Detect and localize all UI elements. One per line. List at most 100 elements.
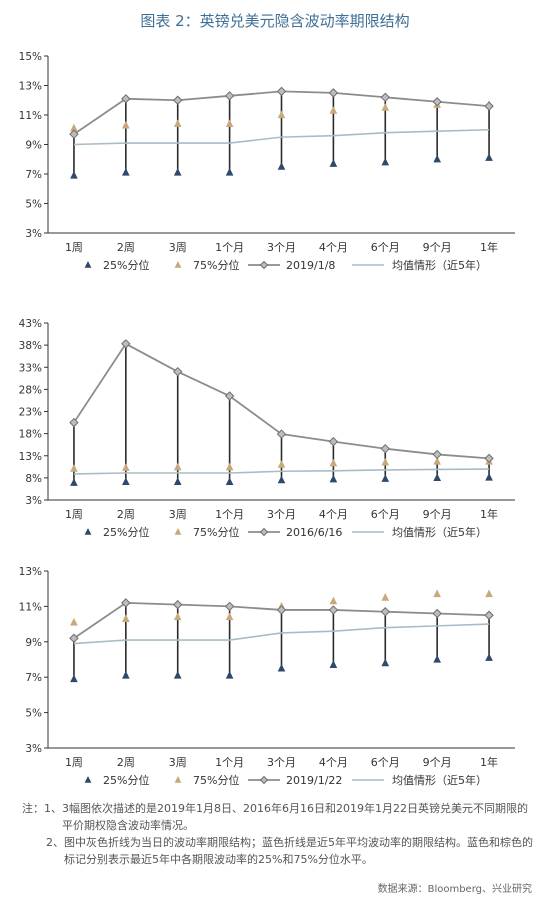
current-marker [380, 443, 390, 454]
current-marker [121, 94, 131, 104]
p25-marker [225, 168, 234, 176]
x-tick-label: 1年 [480, 240, 498, 254]
legend-avg-label: 均值情形（近5年） [392, 525, 487, 539]
x-tick-label: 9个月 [423, 241, 452, 254]
x-tick-label: 6个月 [371, 241, 400, 254]
p25-marker [277, 663, 286, 672]
x-tick-label: 4个月 [319, 508, 348, 521]
x-tick-label: 1个月 [215, 756, 244, 769]
note-1: 注： 1、 3幅图依次描述的是2019年1月8日、2016年6月16日和2019… [22, 800, 534, 834]
current-marker [173, 366, 183, 377]
y-tick-label: 7% [25, 672, 42, 684]
current-marker [432, 449, 442, 460]
p75-marker [70, 123, 78, 132]
p25-marker [485, 653, 493, 661]
p75-marker [122, 120, 130, 129]
legend-p75-label: 75%分位 [193, 258, 239, 272]
legend-p75-swatch [174, 528, 182, 535]
source: 数据来源：Bloomberg、兴业研究 [377, 884, 532, 895]
y-tick-label: 11% [19, 110, 42, 122]
p75-marker [225, 119, 234, 127]
legend-current-swatch [259, 527, 269, 537]
note-2-num: 2、 [46, 836, 64, 849]
legend-current-swatch [259, 260, 269, 270]
x-tick-label: 3周 [169, 508, 187, 521]
legend: 25%分位 75%分位 2016/6/16 均值情形（近5年） [84, 525, 487, 539]
legend-p75-swatch [174, 261, 182, 268]
y-tick-label: 28% [19, 384, 42, 396]
p25-marker [70, 478, 78, 486]
current-marker [276, 605, 287, 615]
current-marker [69, 129, 79, 139]
x-tick-label: 3个月 [267, 508, 296, 521]
y-tick-label: 38% [19, 340, 42, 352]
p75-marker [329, 458, 338, 467]
note-1-text: 3幅图依次描述的是2019年1月8日、2016年6月16日和2019年1月22日… [62, 802, 528, 832]
chart-1: 3% 5% 7% 9% 11% 13% 15% 1周 2周 3周 1个月 3个月 4个月 6个月 9个月 1年… [0, 38, 550, 278]
p75-marker [433, 589, 441, 598]
p75-marker [70, 464, 78, 472]
p75-marker [70, 617, 78, 626]
p75-marker [173, 462, 182, 471]
chart-3: 3% 5% 7% 9% 11% 13% 1周 2周 3周 1个月 3个月 4个月 6个月 9个月 1年 25%… [0, 553, 550, 793]
x-tick-label: 1周 [65, 241, 83, 254]
note-2-text: 图中灰色折线为当日的波动率期限结构；蓝色折线是近5年平均波动率的期限结构。蓝色和… [64, 836, 533, 866]
p25-marker [122, 477, 130, 486]
x-tick-label: 1个月 [215, 508, 244, 521]
y-tick-label: 3% [25, 743, 42, 755]
legend-p25-label: 25%分位 [103, 525, 149, 539]
current-marker [121, 339, 131, 349]
y-tick-label: 33% [19, 362, 42, 374]
y-tick-label: 11% [19, 601, 42, 613]
x-tick-label: 4个月 [319, 241, 348, 254]
p75-marker [381, 593, 390, 601]
y-tick-label: 43% [19, 318, 42, 330]
p25-marker [485, 153, 493, 161]
p75-marker [381, 457, 390, 466]
p25-marker [277, 475, 286, 484]
current-marker [432, 97, 442, 107]
p25-marker [70, 674, 78, 683]
p25-marker [70, 170, 78, 179]
current-marker [173, 95, 183, 105]
current-marker [484, 610, 494, 620]
y-tick-label: 3% [25, 228, 42, 240]
legend-p25-swatch [84, 776, 92, 783]
legend-current-swatch [259, 775, 269, 785]
chart-2: 3% 8% 13% 18% 23% 28% 33% 38% 43% 1周 2周 3周 1个月 3个月 4个月… [0, 305, 550, 545]
avg-series-line [73, 623, 490, 645]
chart-1-svg: 3% 5% 7% 9% 11% 13% 15% 1周 2周 3周 1个月 3个月 4个月 6个月 9个月 1年… [19, 51, 515, 272]
current-marker [121, 598, 131, 608]
legend-p25-label: 25%分位 [103, 773, 149, 787]
note-1-num: 1、 [44, 802, 62, 815]
p75-marker [277, 460, 286, 468]
p75-marker [485, 589, 493, 598]
x-tick-label: 1周 [65, 508, 83, 521]
legend-current-label: 2019/1/8 [286, 259, 335, 272]
legend-p75-label: 75%分位 [193, 525, 239, 539]
p75-marker [225, 612, 234, 621]
p25-marker [381, 157, 390, 166]
current-marker [276, 429, 287, 439]
y-tick-label: 15% [19, 51, 42, 63]
legend-p25-label: 25%分位 [103, 258, 149, 272]
p75-marker [225, 462, 234, 471]
p75-marker [173, 119, 182, 127]
p25-marker [122, 670, 130, 679]
notes-prefix: 注： [22, 802, 44, 815]
x-tick-label: 2周 [117, 508, 135, 521]
p25-marker [433, 473, 441, 482]
current-marker [380, 607, 390, 617]
p25-marker [329, 159, 338, 167]
x-tick-label: 2周 [117, 241, 135, 254]
legend: 25%分位 75%分位 2019/1/22 均值情形（近5年） [84, 773, 487, 787]
p25-marker [433, 154, 441, 163]
note-2: 2、 图中灰色折线为当日的波动率期限结构；蓝色折线是近5年平均波动率的期限结构。… [22, 834, 534, 868]
notes: 注： 1、 3幅图依次描述的是2019年1月8日、2016年6月16日和2019… [22, 800, 534, 868]
avg-series-line [73, 128, 490, 146]
y-tick-label: 8% [25, 473, 42, 485]
p25-marker [381, 474, 390, 482]
p25-marker [173, 670, 182, 679]
p25-marker [173, 477, 182, 486]
x-tick-label: 9个月 [423, 756, 452, 769]
